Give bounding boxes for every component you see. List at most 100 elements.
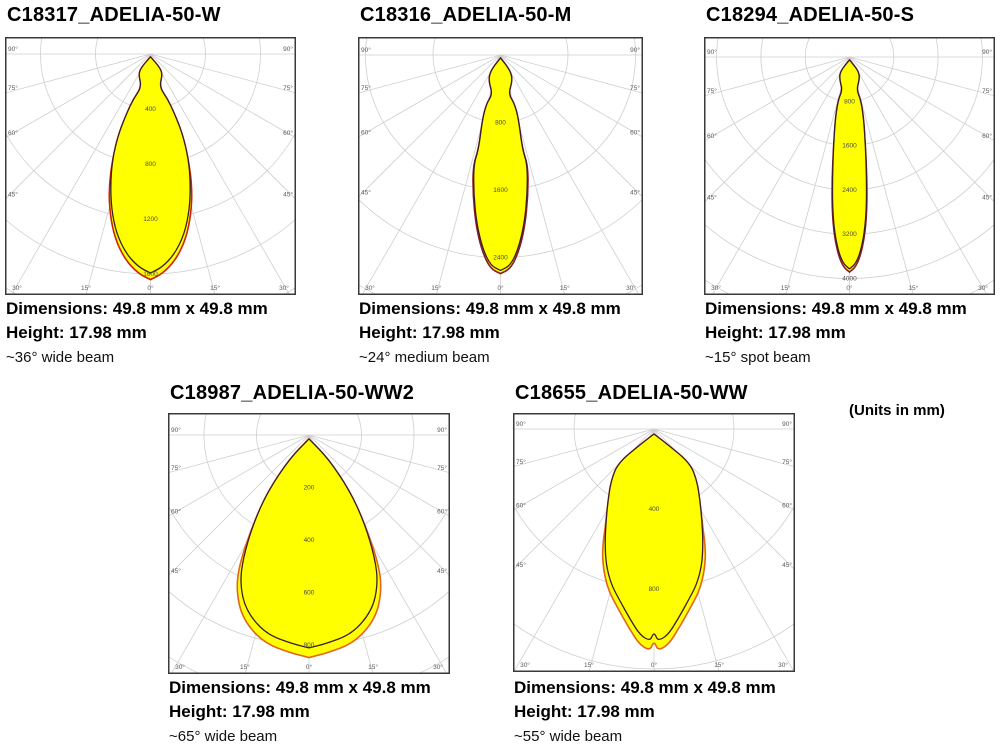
radial-value-label: 1600 <box>143 271 158 278</box>
angle-label: 15° <box>584 661 594 669</box>
grid-ray <box>150 53 290 295</box>
angle-label: 75° <box>707 87 717 95</box>
grid-ray <box>11 53 151 295</box>
grid-ray <box>849 56 995 203</box>
angle-label: 90° <box>630 46 640 54</box>
angle-label: 90° <box>782 420 792 428</box>
grid-ray <box>5 53 151 94</box>
angle-label: 0° <box>846 284 853 292</box>
polar-grid <box>5 37 296 295</box>
grid-ray <box>500 54 643 198</box>
angle-label: 45° <box>171 567 181 575</box>
angle-label: 15° <box>560 284 570 292</box>
radial-value-label: 1600 <box>493 187 508 194</box>
dimensions-text: Dimensions: 49.8 mm x 49.8 mm <box>169 678 431 697</box>
angle-label: 15° <box>781 284 791 292</box>
dimensions-text: Dimensions: 49.8 mm x 49.8 mm <box>359 299 621 318</box>
grid-ray <box>308 434 450 577</box>
angle-label: 45° <box>782 561 792 569</box>
angle-label: 15° <box>81 284 91 292</box>
angle-label: 15° <box>431 284 441 292</box>
chart-title: C18316_ADELIA-50-M <box>360 4 572 26</box>
angle-label: 15° <box>368 663 378 671</box>
angle-label: 30° <box>279 284 289 292</box>
radial-value-label: 200 <box>304 485 315 492</box>
radial-value-label: 800 <box>304 642 315 649</box>
angle-label: 0° <box>147 284 154 292</box>
radial-value-label: 800 <box>145 161 156 168</box>
angle-label: 60° <box>283 129 293 137</box>
angle-label: 30° <box>175 663 185 671</box>
grid-ray <box>704 56 850 97</box>
grid-ray <box>849 56 914 295</box>
angle-label: 15° <box>714 661 724 669</box>
grid-ray <box>5 53 151 139</box>
angle-label: 45° <box>707 194 717 202</box>
angle-label: 60° <box>782 501 792 509</box>
grid-ray <box>500 54 643 94</box>
radial-value-label: 2400 <box>842 187 857 194</box>
angle-label: 60° <box>707 132 717 140</box>
angle-label: 0° <box>306 663 313 671</box>
angle-label: 90° <box>707 48 717 56</box>
angle-label: 0° <box>497 284 504 292</box>
angle-label: 30° <box>626 284 636 292</box>
radial-value-label: 2400 <box>493 255 508 262</box>
grid-ray <box>308 434 450 474</box>
polar-plot: 90° 75° 60° 45° 30° 15° 0° 15° 30° 45° 60° 75° 90° 40… <box>5 37 296 295</box>
angle-label: 30° <box>978 284 988 292</box>
grid-ray <box>513 428 655 571</box>
beam-shape <box>473 57 528 272</box>
grid-ray <box>513 428 655 511</box>
grid-ray <box>849 56 995 97</box>
angle-label: 75° <box>982 87 992 95</box>
angle-label: 60° <box>361 128 371 136</box>
chart-title: C18987_ADELIA-50-WW2 <box>170 382 415 404</box>
angle-label: 60° <box>982 132 992 140</box>
angle-label: 60° <box>630 128 640 136</box>
polar-grid <box>358 37 643 295</box>
radial-value-label: 800 <box>844 98 855 105</box>
angle-label: 30° <box>520 661 530 669</box>
angle-label: 30° <box>365 284 375 292</box>
grid-ray <box>500 54 566 295</box>
angle-label: 45° <box>283 191 293 199</box>
grid-ray <box>704 56 850 203</box>
angle-label: 45° <box>516 561 526 569</box>
grid-ray <box>5 53 151 200</box>
polar-grid <box>513 413 795 672</box>
plot-border <box>168 413 450 674</box>
grid-ray <box>653 428 795 511</box>
polar-plot: 90° 75° 60° 45° 30° 15° 0° 15° 30° 45° 60° 75° 90° 80… <box>358 37 643 295</box>
beam-angle-text: ~15° spot beam <box>705 349 811 366</box>
grid-ray <box>168 434 310 517</box>
angle-label: 45° <box>982 194 992 202</box>
grid-ray <box>168 434 310 474</box>
grid-ray <box>653 428 795 571</box>
radial-value-label: 4000 <box>842 276 857 283</box>
angle-label: 90° <box>982 48 992 56</box>
angle-label: 90° <box>361 46 371 54</box>
grid-ray <box>358 54 501 198</box>
beam-shape <box>110 56 191 274</box>
dimensions-text: Dimensions: 49.8 mm x 49.8 mm <box>514 678 776 697</box>
chart-title: C18655_ADELIA-50-WW <box>515 382 748 404</box>
chart-title: C18294_ADELIA-50-S <box>706 4 915 26</box>
radial-value-label: 1600 <box>842 143 857 150</box>
grid-ray <box>513 428 655 468</box>
angle-label: 30° <box>12 284 22 292</box>
grid-ray <box>150 53 296 139</box>
radial-value-label: 800 <box>649 586 660 593</box>
dimensions-text: Dimensions: 49.8 mm x 49.8 mm <box>705 299 967 318</box>
grid-ray <box>150 53 296 200</box>
grid-ray <box>653 428 795 672</box>
grid-ray <box>361 54 501 295</box>
grid-ray <box>785 56 850 295</box>
height-text: Height: 17.98 mm <box>6 323 147 342</box>
grid-ray <box>711 56 850 295</box>
beam-angle-text: ~24° medium beam <box>359 349 490 366</box>
grid-ray <box>435 54 501 295</box>
dimensions-text: Dimensions: 49.8 mm x 49.8 mm <box>6 299 268 318</box>
units-note: (Units in mm) <box>849 402 945 419</box>
